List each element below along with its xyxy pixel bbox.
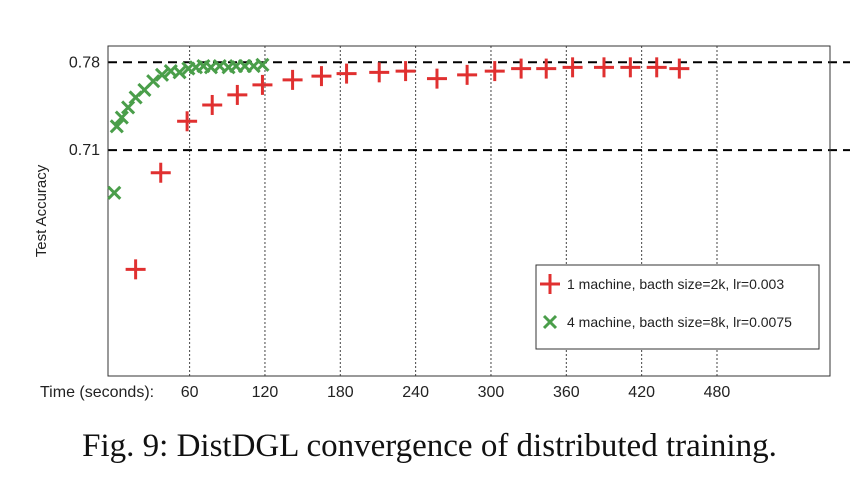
data-point — [282, 69, 303, 90]
data-point — [562, 57, 583, 78]
data-point — [177, 111, 198, 132]
x-tick-label-480: 480 — [704, 384, 731, 401]
data-series — [107, 57, 690, 280]
data-point — [426, 68, 447, 89]
data-point — [109, 119, 124, 134]
legend-label-2: 4 machine, bacth size=8k, lr=0.0075 — [567, 314, 792, 330]
figure-caption: Fig. 9: DistDGL convergence of distribut… — [82, 428, 777, 464]
legend-box — [535, 264, 820, 350]
data-point — [536, 58, 557, 79]
y-axis-title: Test Accuracy — [33, 164, 50, 257]
x-tick-label-120: 120 — [252, 384, 279, 401]
x-tick-label-420: 420 — [628, 384, 655, 401]
legend-marker-1 — [540, 274, 560, 294]
x-tick-labels: 60 120 180 240 300 360 420 480 — [181, 384, 731, 401]
data-point — [121, 100, 136, 115]
series-1 — [125, 57, 690, 280]
data-point — [620, 57, 641, 78]
x-tick-label-240: 240 — [402, 384, 429, 401]
data-point — [395, 61, 416, 82]
vertical-grid — [189, 46, 718, 376]
data-point — [154, 67, 170, 82]
data-point — [252, 74, 273, 95]
x-axis-prefix-label: Time (seconds): — [40, 384, 154, 401]
x-tick-label-180: 180 — [327, 384, 354, 401]
x-tick-label-360: 360 — [553, 384, 580, 401]
data-point — [172, 65, 187, 80]
legend-label-1: 1 machine, bacth size=2k, lr=0.003 — [567, 276, 784, 292]
data-point — [227, 84, 248, 105]
series-2 — [107, 57, 270, 200]
data-point — [369, 62, 390, 83]
y-tick-labels: 0.71 0.78 — [69, 54, 100, 159]
data-point — [255, 57, 270, 72]
data-point — [311, 66, 332, 87]
x-tick-label-60: 60 — [181, 384, 199, 401]
data-point — [669, 58, 690, 79]
data-point — [202, 94, 223, 115]
y-tick-label-0.78: 0.78 — [69, 54, 100, 71]
data-point — [146, 74, 161, 89]
data-point — [484, 61, 505, 82]
data-point — [150, 162, 171, 183]
data-point — [114, 110, 129, 125]
plot-frame — [107, 45, 831, 377]
legend: 1 machine, bacth size=2k, lr=0.003 4 mach… — [535, 264, 820, 350]
y-tick-label-0.71: 0.71 — [69, 142, 100, 159]
convergence-chart: 0.71 0.78 60 120 180 240 300 360 420 480 Time (s… — [33, 45, 850, 401]
data-point — [125, 259, 146, 280]
data-point — [336, 63, 357, 84]
x-tick-label-300: 300 — [478, 384, 505, 401]
data-point — [107, 185, 122, 200]
data-point — [511, 58, 532, 79]
data-point — [593, 57, 614, 78]
data-point — [457, 64, 478, 85]
data-point — [646, 57, 667, 78]
legend-marker-2 — [542, 314, 558, 330]
